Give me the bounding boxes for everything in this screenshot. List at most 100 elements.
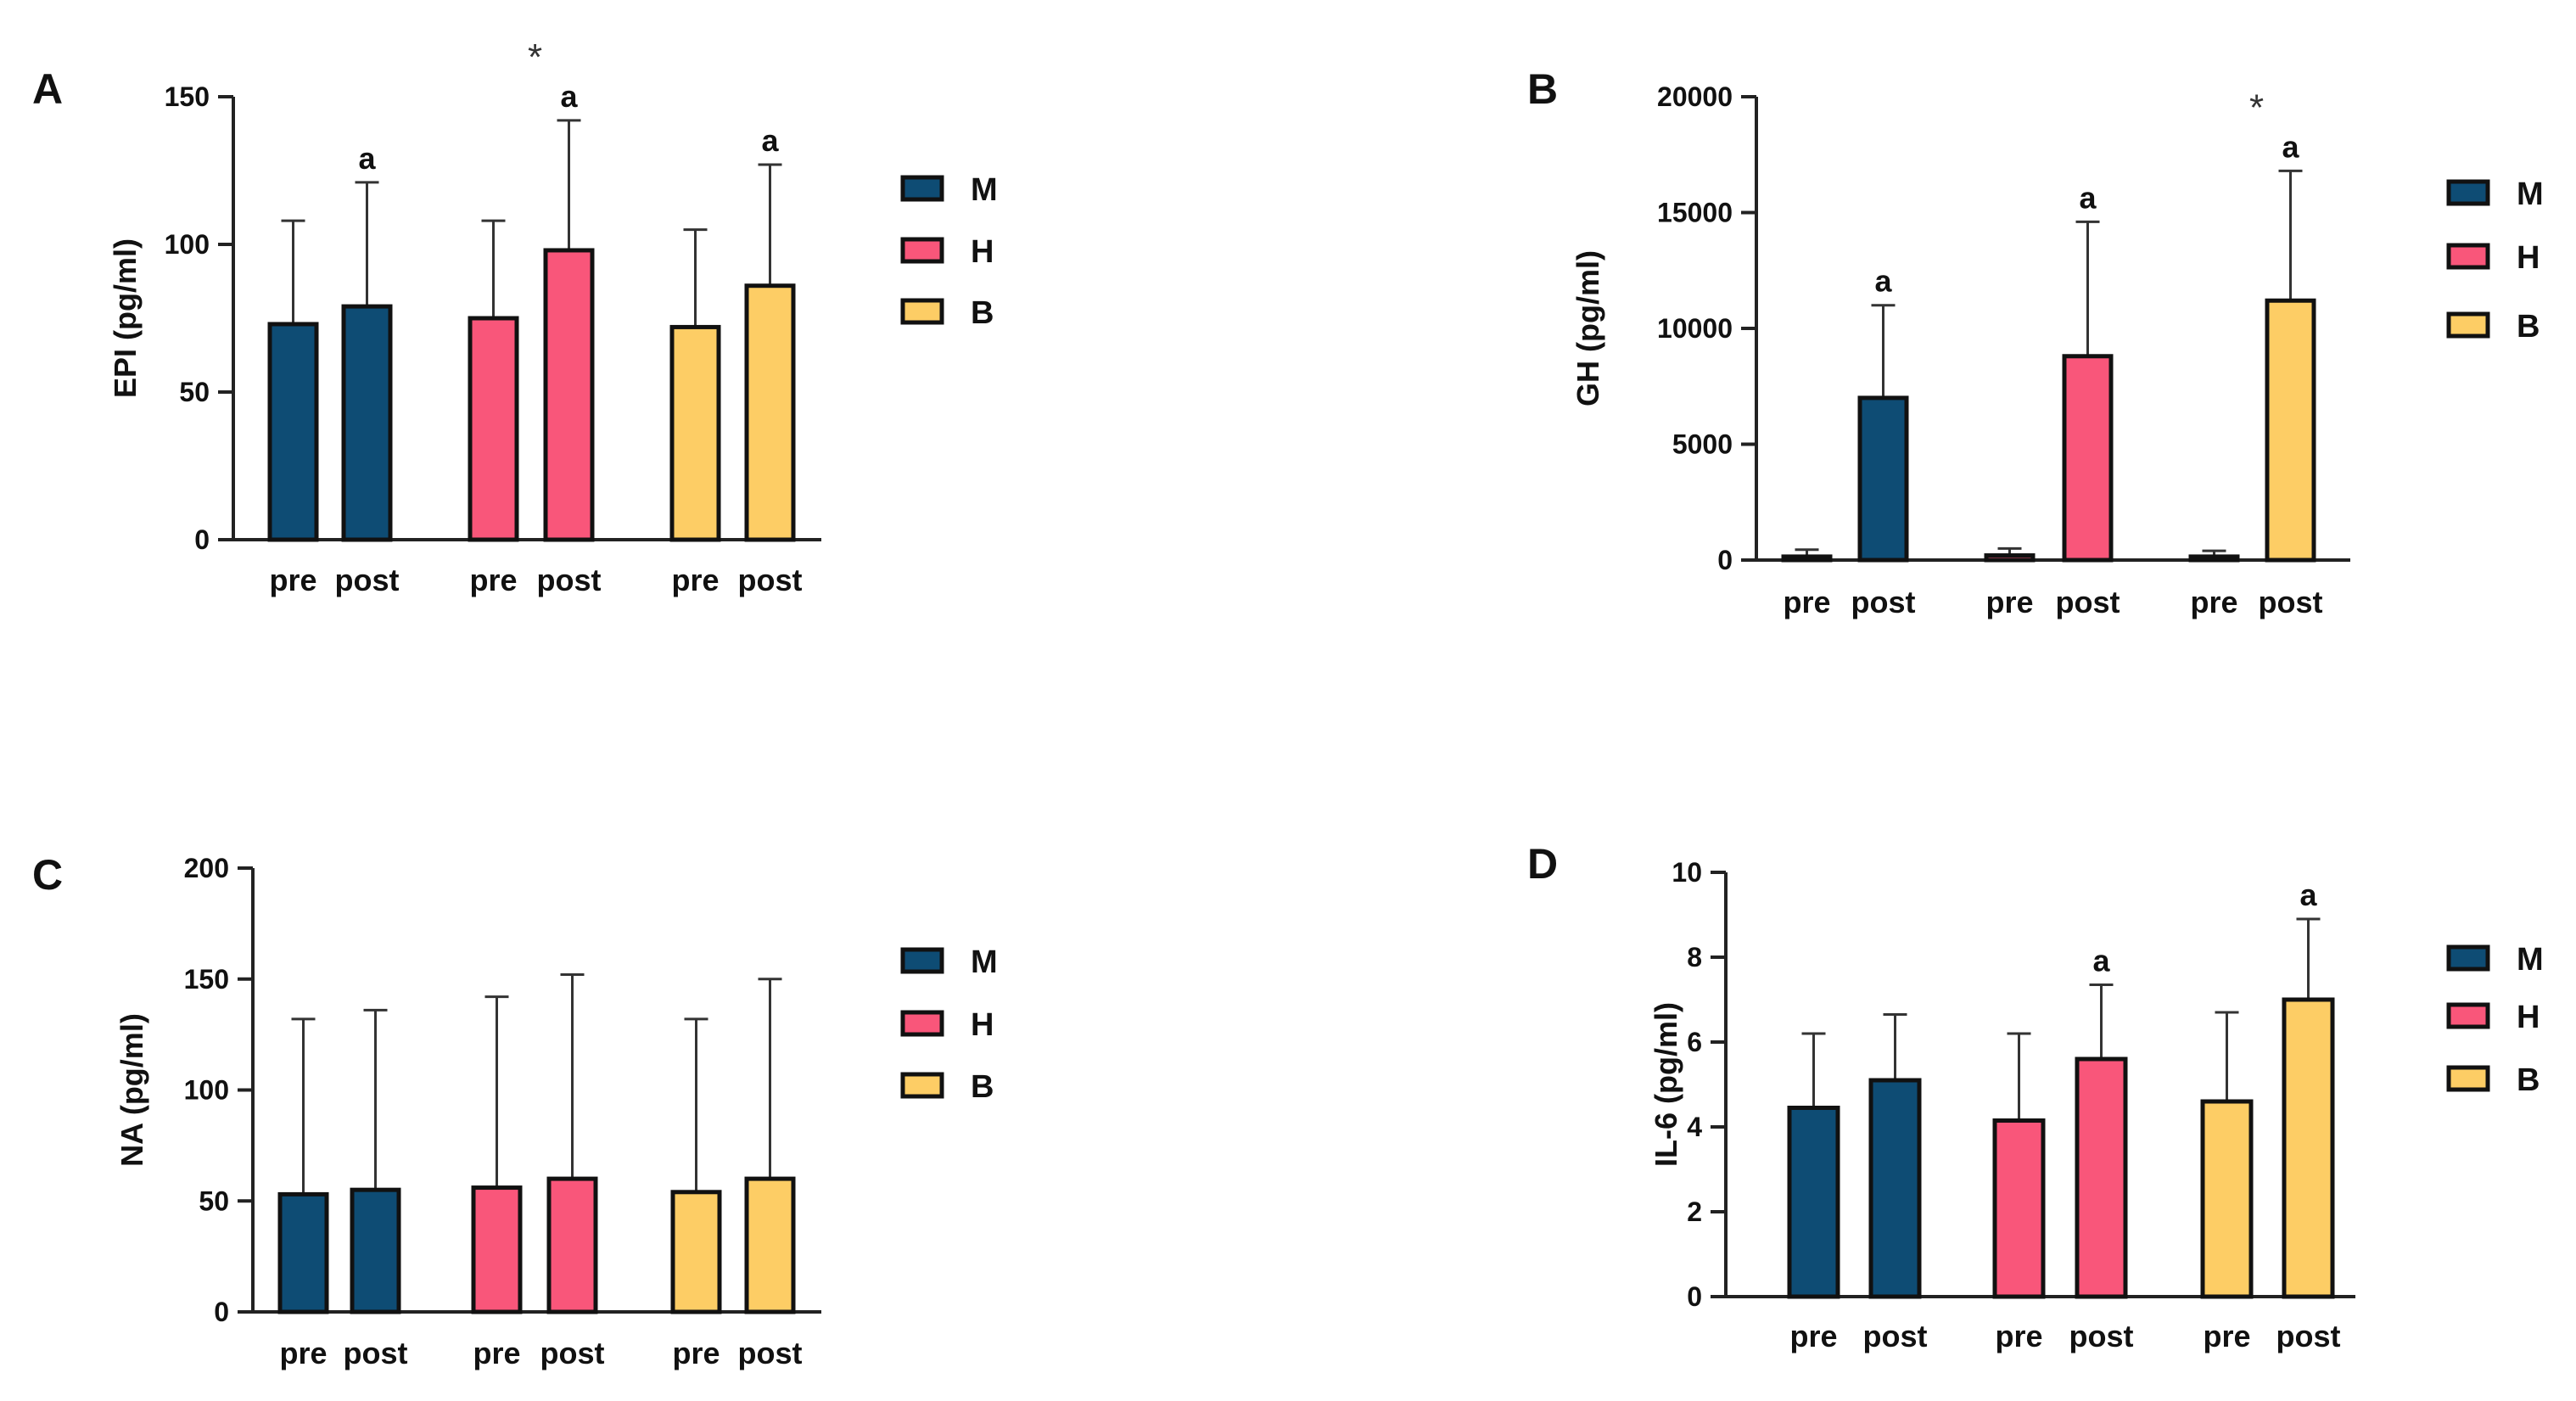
legend-label: H (971, 1007, 994, 1043)
y-tick-label: 100 (165, 229, 210, 260)
legend-label: H (2517, 240, 2540, 276)
legend-label: B (971, 1069, 994, 1105)
y-tick-label: 0 (194, 524, 210, 555)
significance-label: a (358, 141, 376, 176)
significance-label: a (2282, 129, 2299, 164)
legend-swatch (2446, 179, 2490, 206)
bar (267, 322, 319, 542)
bar (1781, 554, 1833, 563)
x-tick-label: post (2259, 585, 2323, 619)
panel-letter: D (1527, 840, 1558, 888)
bar (1868, 1078, 1922, 1299)
bar (468, 316, 519, 542)
y-tick-label: 100 (184, 1075, 229, 1106)
x-tick-label: post (2276, 1319, 2341, 1353)
x-tick-label: post (335, 563, 400, 597)
x-tick-label: post (1851, 585, 1916, 619)
y-tick-label: 10000 (1657, 313, 1733, 344)
x-tick-label: pre (279, 1336, 327, 1370)
panel-letter: C (32, 851, 63, 899)
bar (543, 248, 595, 542)
significance-label: a (1874, 264, 1892, 299)
significance-label: a (2299, 877, 2317, 912)
significance-star: * (2249, 87, 2264, 128)
y-tick-label: 150 (165, 81, 210, 112)
x-tick-label: post (738, 563, 803, 597)
y-tick-label: 4 (1687, 1112, 1702, 1142)
legend-label: B (2517, 309, 2540, 345)
significance-label: a (560, 79, 578, 114)
y-axis-label: IL-6 (pg/ml) (1649, 1002, 1683, 1167)
legend-swatch (2446, 1002, 2490, 1029)
bar (2265, 298, 2316, 563)
legend-swatch (900, 298, 944, 325)
legend-swatch (900, 947, 944, 974)
x-tick-label: pre (469, 563, 517, 597)
y-tick-label: 50 (179, 377, 210, 407)
legend-label: M (971, 172, 998, 208)
x-tick-label: pre (1783, 585, 1830, 619)
legend-label: B (2517, 1062, 2540, 1098)
x-tick-label: pre (672, 1336, 720, 1370)
bar (1787, 1106, 1840, 1299)
x-tick-label: pre (1789, 1319, 1837, 1353)
y-tick-label: 50 (199, 1185, 229, 1216)
bar (669, 324, 721, 542)
bar (2282, 997, 2335, 1299)
legend-swatch (900, 237, 944, 264)
bar (2188, 554, 2240, 563)
y-tick-label: 8 (1687, 942, 1702, 972)
bar (1984, 553, 2036, 563)
legend-swatch (2446, 1065, 2490, 1092)
y-tick-label: 0 (1717, 545, 1733, 575)
panel-letter: A (32, 65, 63, 113)
x-tick-label: post (2069, 1319, 2134, 1353)
bar (350, 1187, 401, 1314)
bar (277, 1191, 329, 1314)
y-axis-label: GH (pg/ml) (1571, 250, 1605, 406)
panel-letter: B (1527, 65, 1558, 113)
x-tick-label: post (540, 1336, 605, 1370)
significance-star: * (528, 36, 542, 78)
y-axis-label: NA (pg/ml) (115, 1013, 149, 1167)
x-tick-label: pre (269, 563, 316, 597)
legend-swatch (900, 1072, 944, 1099)
legend-swatch (2446, 311, 2490, 339)
x-tick-label: post (2056, 585, 2120, 619)
x-tick-label: post (738, 1336, 803, 1370)
x-tick-label: pre (1995, 1319, 2042, 1353)
bar (2062, 354, 2114, 563)
x-tick-label: pre (671, 563, 719, 597)
x-tick-label: post (537, 563, 602, 597)
y-tick-label: 20000 (1657, 81, 1733, 112)
bar (670, 1190, 722, 1314)
bar (471, 1185, 523, 1314)
bar (1992, 1118, 2046, 1299)
bar (2200, 1099, 2254, 1299)
bar (744, 283, 796, 542)
legend-swatch (2446, 243, 2490, 270)
bar (1857, 395, 1909, 563)
significance-label: a (761, 123, 779, 158)
y-tick-label: 200 (184, 853, 229, 883)
bar (2075, 1056, 2128, 1299)
y-tick-label: 15000 (1657, 198, 1733, 228)
legend-label: H (2517, 1000, 2540, 1035)
y-tick-label: 5000 (1672, 429, 1733, 460)
legend-label: M (971, 944, 998, 980)
x-tick-label: pre (1985, 585, 2033, 619)
legend-swatch (900, 175, 944, 202)
y-axis-label: EPI (pg/ml) (108, 238, 143, 398)
x-tick-label: post (1863, 1319, 1928, 1353)
y-tick-label: 150 (184, 964, 229, 995)
bar (341, 304, 393, 542)
legend-label: M (2517, 942, 2544, 978)
significance-label: a (2092, 944, 2110, 978)
bar (744, 1176, 796, 1314)
x-tick-label: pre (2203, 1319, 2250, 1353)
